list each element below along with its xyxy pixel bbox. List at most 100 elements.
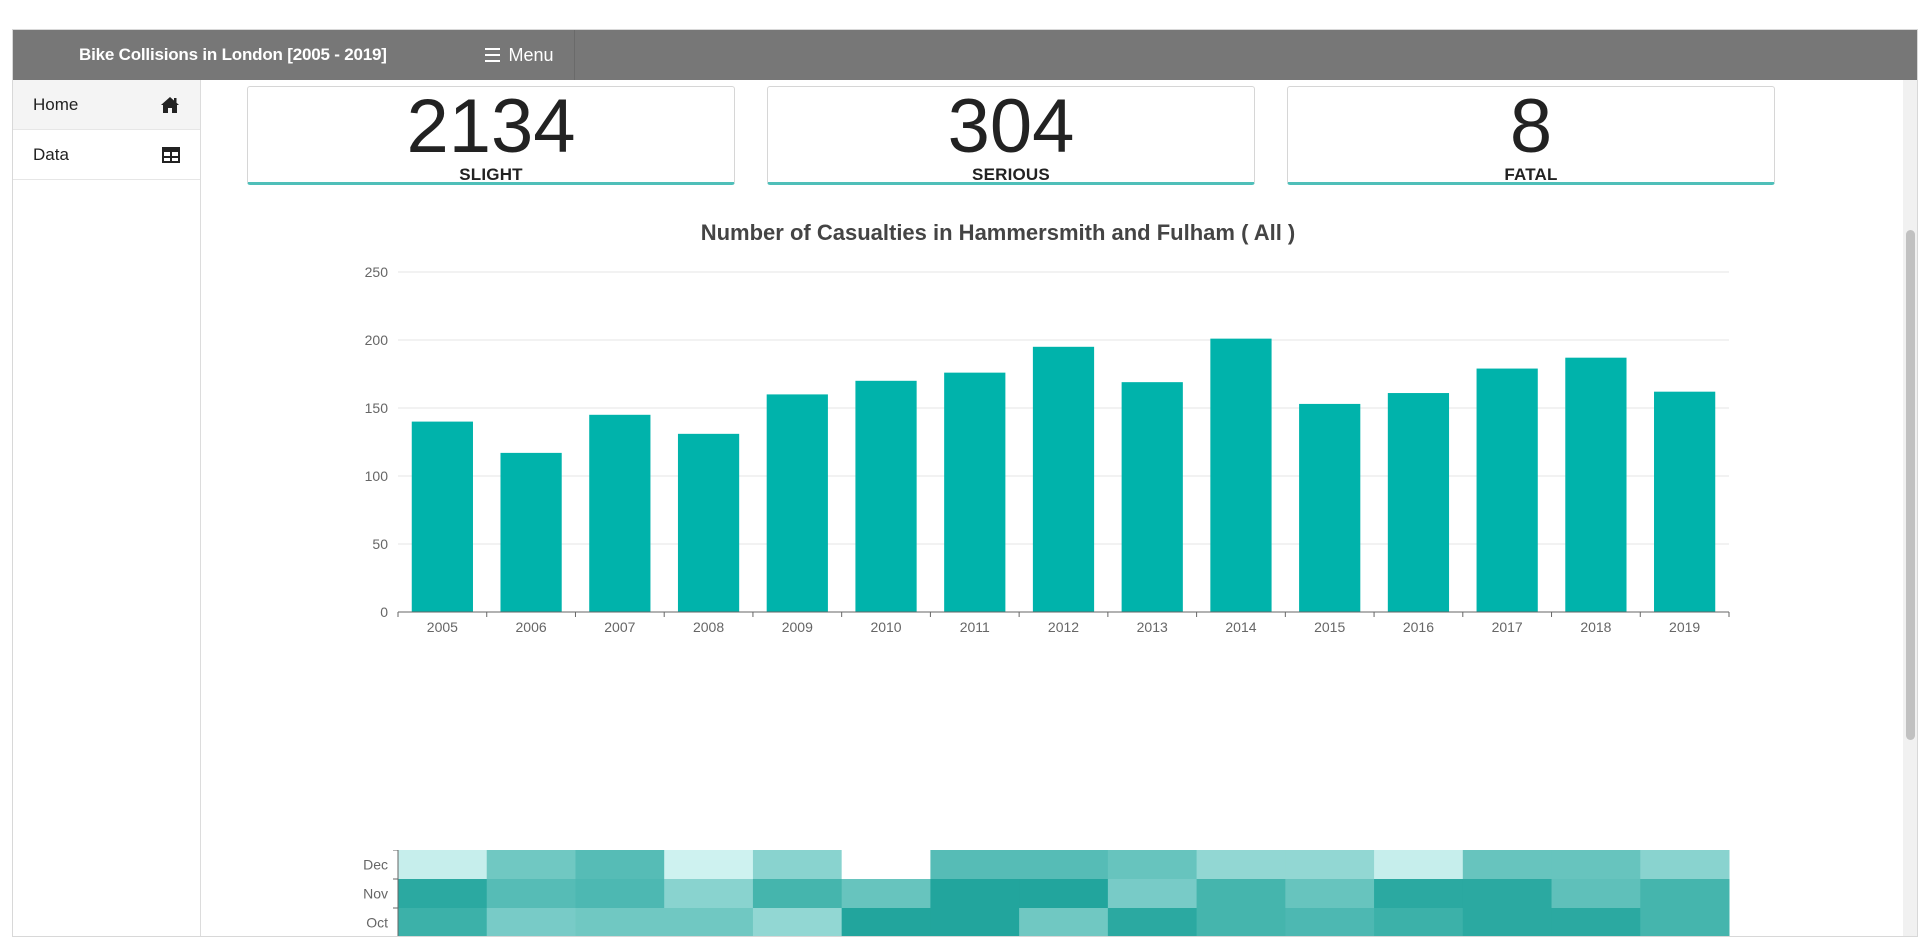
vertical-scrollbar[interactable] [1903, 80, 1917, 936]
heatmap-cell-Nov-2005 [398, 879, 488, 909]
chart-title: Number of Casualties in Hammersmith and … [700, 220, 1296, 245]
heatmap-cell-Oct-2011 [930, 908, 1020, 936]
heatmap-cell-Nov-2011 [930, 879, 1020, 909]
y-tick-label: 50 [372, 536, 388, 552]
heatmap-cell-Nov-2008 [664, 879, 754, 909]
bar-2009 [766, 394, 828, 612]
heatmap-cell-Dec-2013 [1107, 850, 1198, 880]
heatmap-cell-Nov-2009 [752, 879, 843, 909]
y-tick-label: 150 [365, 400, 389, 416]
stat-box-slight: 2134 SLIGHT [247, 86, 735, 185]
heatmap-cell-Oct-2005 [398, 908, 488, 936]
heatmap-cell-Nov-2015 [1285, 879, 1375, 909]
bar-2006 [500, 452, 562, 612]
x-tick-label: 2014 [1225, 619, 1256, 635]
bar-2019 [1654, 391, 1716, 612]
app-title: Bike Collisions in London [2005 - 2019] [79, 45, 387, 64]
heatmap-cell-Oct-2008 [664, 908, 754, 936]
heatmap-cell-Dec-2011 [930, 850, 1020, 880]
menu-toggle-label: Menu [508, 44, 554, 65]
heatmap-cell-Dec-2018 [1551, 850, 1641, 880]
heatmap-cell-Nov-2012 [1019, 879, 1109, 909]
menu-toggle-button[interactable]: Menu [465, 30, 575, 80]
heatmap-cell-Nov-2017 [1462, 879, 1553, 909]
y-tick-label: 100 [365, 468, 389, 484]
heatmap-cell-Dec-2005 [398, 850, 488, 880]
x-tick-label: 2013 [1137, 619, 1168, 635]
stat-value-serious: 304 [947, 84, 1075, 169]
heatmap-cell-Dec-2014 [1196, 850, 1286, 880]
sidebar: Home Data [13, 80, 201, 936]
x-tick-label: 2006 [516, 619, 547, 635]
bar-2011 [944, 372, 1006, 612]
y-tick-label: 250 [365, 264, 389, 280]
heatmap-cell-Nov-2014 [1196, 879, 1286, 909]
heatmap-cell-Dec-2016 [1374, 850, 1464, 880]
bar-2013 [1121, 382, 1183, 612]
heatmap-cell-Oct-2014 [1196, 908, 1286, 936]
bar-2012 [1032, 346, 1095, 612]
hamburger-icon [485, 48, 501, 62]
heatmap-cell-Dec-2008 [664, 850, 754, 880]
y-tick-label: 200 [365, 332, 389, 348]
bar-chart: 0 50 100 150 200 250 2005 2006 2007 2008 2009 2010 2… [365, 264, 1730, 635]
sidebar-item-label: Home [33, 94, 79, 114]
heatmap-cell-Oct-2013 [1107, 908, 1198, 936]
x-tick-label: 2017 [1492, 619, 1523, 635]
x-tick-label: 2009 [782, 619, 813, 635]
heatmap-y-label: Nov [363, 886, 388, 902]
main-content: 2134 SLIGHT 304 SERIOUS 8 FATAL Number o… [202, 80, 1903, 936]
heatmap-cell-Oct-2016 [1374, 908, 1464, 936]
heatmap-cell-Dec-2010 [841, 850, 931, 880]
scrollbar-thumb[interactable] [1906, 230, 1915, 740]
x-tick-label: 2018 [1580, 619, 1611, 635]
heatmap-cell-Oct-2007 [575, 908, 665, 936]
x-tick-label: 2016 [1403, 619, 1434, 635]
x-tick-label: 2012 [1048, 619, 1079, 635]
heatmap-cell-Dec-2019 [1640, 850, 1730, 880]
heatmap-cell-Oct-2006 [486, 908, 576, 936]
heatmap-cell-Oct-2009 [752, 908, 843, 936]
bar-2017 [1476, 368, 1538, 612]
x-tick-label: 2008 [693, 619, 724, 635]
heatmap-cell-Dec-2006 [486, 850, 576, 880]
stat-box-serious: 304 SERIOUS [767, 86, 1255, 185]
heatmap-cell-Dec-2012 [1019, 850, 1109, 880]
bar-2018 [1565, 357, 1627, 612]
sidebar-item-data[interactable]: Data [13, 130, 200, 180]
heatmap-cell-Nov-2016 [1374, 879, 1464, 909]
bar-2008 [677, 433, 740, 612]
stat-label-slight: SLIGHT [459, 165, 523, 184]
heatmap-chart: DecNovOctSep [363, 850, 1730, 936]
stat-value-slight: 2134 [406, 84, 576, 169]
heatmap-cell-Dec-2017 [1462, 850, 1553, 880]
x-tick-label: 2005 [427, 619, 458, 635]
stat-label-serious: SERIOUS [972, 165, 1050, 184]
heatmap-cell-Oct-2018 [1551, 908, 1641, 936]
heatmap-cell-Oct-2010 [841, 908, 931, 936]
x-tick-label: 2010 [870, 619, 901, 635]
stat-label-fatal: FATAL [1504, 165, 1558, 184]
heatmap-cell-Nov-2007 [575, 879, 665, 909]
bar-2015 [1299, 403, 1361, 612]
sidebar-item-home[interactable]: Home [13, 80, 200, 130]
heatmap-cell-Nov-2013 [1107, 879, 1198, 909]
x-tick-label: 2019 [1669, 619, 1700, 635]
bar-2010 [855, 380, 917, 612]
y-tick-label: 0 [380, 604, 388, 620]
heatmap-cell-Oct-2019 [1640, 908, 1730, 936]
heatmap-y-label: Dec [363, 857, 388, 873]
heatmap-cell-Nov-2019 [1640, 879, 1730, 909]
heatmap-cell-Nov-2010 [841, 879, 931, 909]
x-tick-label: 2007 [604, 619, 635, 635]
home-icon [161, 96, 179, 113]
heatmap-cell-Nov-2006 [486, 879, 576, 909]
stat-box-fatal: 8 FATAL [1287, 86, 1775, 185]
x-tick-label: 2011 [960, 619, 990, 635]
sidebar-item-label: Data [33, 144, 69, 164]
table-icon [162, 146, 180, 163]
heatmap-y-label: Oct [366, 915, 388, 931]
heatmap-cell-Oct-2015 [1285, 908, 1375, 936]
app-window: Bike Collisions in London [2005 - 2019] … [12, 29, 1918, 937]
heatmap-cell-Nov-2018 [1551, 879, 1641, 909]
